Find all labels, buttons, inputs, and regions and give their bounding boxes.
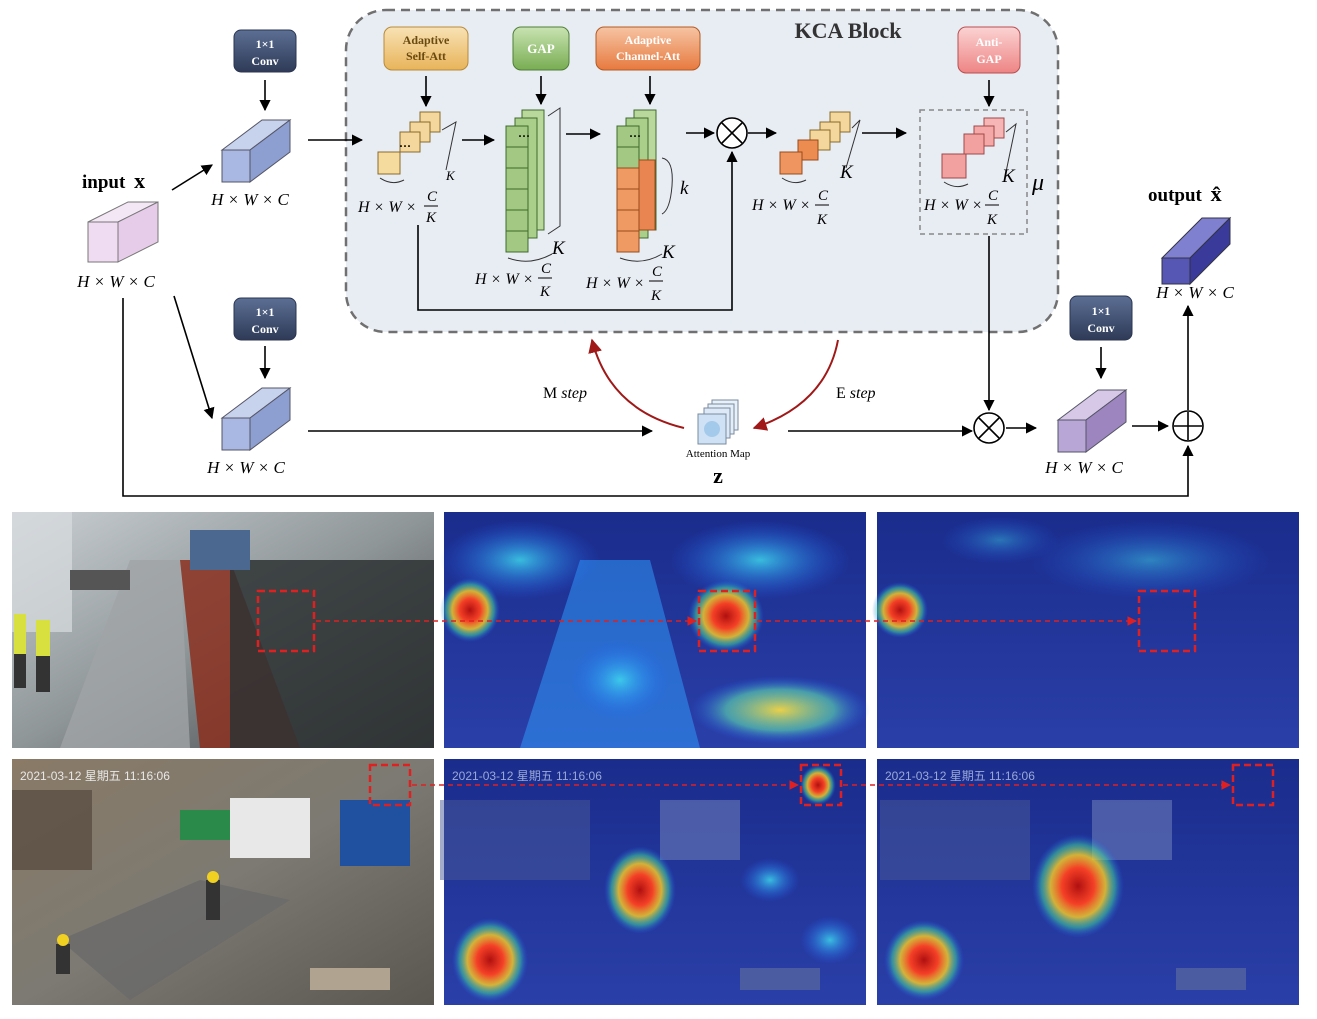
svg-text:K: K	[425, 210, 437, 226]
svg-text:K: K	[816, 212, 828, 228]
svg-text:K: K	[986, 212, 998, 228]
conv-top-module: 1×1 Conv	[233, 29, 297, 73]
conv-bottom-tensor	[220, 387, 292, 451]
conv-top-line1: 1×1	[256, 37, 275, 51]
row1-box-before	[697, 589, 757, 653]
input-dims: H × W × C	[76, 272, 155, 291]
conv-bottom-module: 1×1 Conv	[233, 297, 297, 341]
svg-text:K: K	[539, 284, 551, 300]
anti-gap-line1: Anti-	[976, 35, 1003, 49]
timestamp-row2-original: 2021-03-12 星期五 11:16:06	[20, 769, 170, 783]
heatmap-row1-before	[440, 512, 870, 748]
weighted-dims: H × W × C K	[751, 188, 829, 228]
conv-right-module: 1×1 Conv	[1069, 295, 1133, 341]
row1-box-after	[1137, 589, 1197, 653]
heatmap-row2-after	[877, 759, 1299, 1005]
channel-att-feature-stack: ···	[616, 109, 673, 262]
svg-text:H × W ×: H × W ×	[357, 199, 416, 216]
attention-map-label: Attention Map	[686, 448, 751, 460]
mu-dims: H × W × C K	[923, 188, 999, 228]
input-label: input x	[82, 168, 145, 193]
svg-text:···: ···	[629, 129, 641, 143]
self-att-line1: Adaptive	[403, 33, 450, 47]
weighted-k: K	[839, 162, 854, 183]
conv-bottom-line2: Conv	[251, 322, 278, 336]
conv-right-dims: H × W × C	[1044, 458, 1123, 477]
channel-att-k: K	[661, 242, 676, 263]
output-dims: H × W × C	[1155, 283, 1234, 302]
self-att-cube-stack: ···	[377, 111, 457, 184]
kca-multiply-node	[716, 117, 748, 149]
residual-add-node	[1172, 410, 1204, 442]
mu-k: K	[1001, 166, 1016, 187]
m-step-arrow	[588, 338, 685, 429]
channel-att-k-lower: k	[680, 178, 689, 199]
bottom-multiply-node	[973, 412, 1005, 444]
row2-box-original	[368, 763, 412, 807]
heatmap-row1-after	[872, 512, 1299, 748]
conv-top-line2: Conv	[251, 54, 278, 68]
svg-text:H × W ×: H × W ×	[923, 197, 982, 214]
photo-row2-original	[12, 759, 434, 1005]
self-att-k: K	[445, 168, 456, 183]
gap-k: K	[551, 238, 566, 259]
svg-text:C: C	[652, 264, 663, 280]
adaptive-channel-att-module: Adaptive Channel-Att	[595, 26, 701, 71]
photo-row1-original	[12, 512, 434, 748]
conv-right-line1: 1×1	[1092, 304, 1111, 318]
row1-box-original	[256, 589, 316, 653]
adaptive-self-att-module: Adaptive Self-Att	[383, 26, 469, 71]
svg-text:C: C	[427, 189, 438, 205]
gap-feature-stack: ···	[505, 107, 561, 262]
gap-label: GAP	[527, 41, 555, 56]
svg-text:···: ···	[518, 129, 530, 143]
conv-bottom-dims: H × W × C	[206, 458, 285, 477]
weighted-cube-stack	[779, 111, 861, 184]
self-att-dims: H × W × C K	[357, 189, 438, 226]
row2-box-after	[1231, 763, 1275, 807]
timestamp-row2-after: 2021-03-12 星期五 11:16:06	[885, 769, 1035, 783]
conv-top-tensor	[220, 119, 292, 183]
timestamp-row2-before: 2021-03-12 星期五 11:16:06	[452, 769, 602, 783]
e-step-arrow	[752, 339, 839, 431]
anti-gap-line2: GAP	[976, 52, 1001, 66]
mu-cube-stack	[941, 117, 1017, 188]
channel-att-line1: Adaptive	[625, 33, 672, 47]
kca-block-title: KCA Block	[795, 18, 903, 43]
svg-text:H × W ×: H × W ×	[585, 275, 644, 292]
dots: ···	[399, 139, 411, 153]
svg-text:C: C	[818, 188, 829, 204]
input-tensor	[87, 201, 159, 263]
gap-module: GAP	[512, 26, 570, 71]
mu-frame	[919, 109, 1028, 235]
svg-text:C: C	[541, 261, 552, 277]
z-label: z	[713, 463, 723, 488]
svg-text:H × W ×: H × W ×	[474, 271, 533, 288]
output-tensor	[1160, 216, 1232, 286]
conv-right-line2: Conv	[1087, 321, 1114, 335]
attention-map-stack	[697, 399, 739, 445]
self-att-line2: Self-Att	[406, 49, 446, 63]
heatmap-row2-before	[440, 759, 866, 1005]
mu-symbol: μ	[1031, 170, 1044, 196]
svg-text:H × W ×: H × W ×	[751, 197, 810, 214]
conv-right-tensor	[1056, 389, 1128, 453]
conv-top-dims: H × W × C	[210, 190, 289, 209]
svg-text:K: K	[650, 288, 662, 304]
svg-text:C: C	[988, 188, 999, 204]
conv-bottom-line1: 1×1	[256, 305, 275, 319]
row2-box-before	[799, 763, 843, 807]
gap-dims: H × W × C K	[474, 261, 552, 300]
anti-gap-module: Anti- GAP	[957, 26, 1021, 74]
output-label: output x̂	[1148, 181, 1222, 206]
channel-att-dims: H × W × C K	[585, 264, 663, 304]
channel-att-line2: Channel-Att	[616, 49, 680, 63]
